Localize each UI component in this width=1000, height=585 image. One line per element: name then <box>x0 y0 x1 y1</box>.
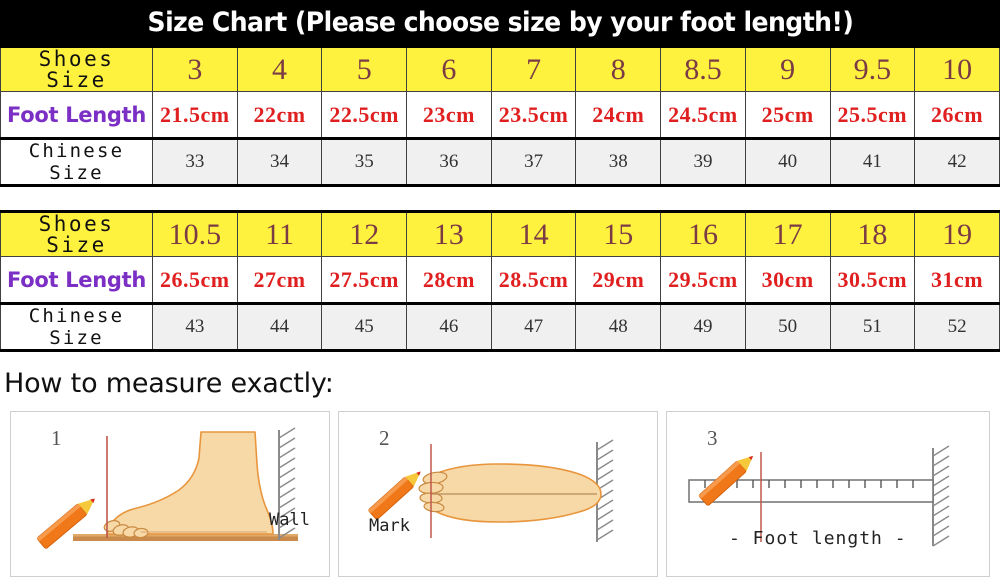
row-label-chinese-size: Chinese Size <box>0 137 153 187</box>
cell-shoes-size: 11 <box>236 210 323 257</box>
howto-panel-1: 1 <box>10 411 330 577</box>
size-table-1-wrap: Shoes Size 3 4 5 6 7 8 8.5 9 9.5 10 Foot… <box>0 45 1000 187</box>
cell-chinese-size: 38 <box>575 137 662 187</box>
cell-chinese-size: 43 <box>152 302 238 352</box>
cell-chinese-size: 39 <box>660 137 746 187</box>
row-label-chinese-size: Chinese Size <box>0 302 153 352</box>
cell-foot-length: 27.5cm <box>321 256 408 304</box>
cell-foot-length: 27cm <box>236 256 323 304</box>
table-row-shoes-size: Shoes Size 10.5 11 12 13 14 15 16 17 18 … <box>0 210 1000 257</box>
cell-chinese-size: 45 <box>321 302 408 352</box>
cell-chinese-size: 41 <box>829 137 916 187</box>
cell-shoes-size: 9.5 <box>829 45 916 92</box>
cell-chinese-size: 47 <box>490 302 577 352</box>
cell-chinese-size: 33 <box>152 137 238 187</box>
row-label-foot-length: Foot Length <box>0 91 153 139</box>
cell-chinese-size: 48 <box>575 302 662 352</box>
foot-side-view-icon <box>36 427 298 549</box>
cell-shoes-size: 12 <box>321 210 408 257</box>
cell-shoes-size: 3 <box>152 45 238 92</box>
cell-foot-length: 22.5cm <box>321 91 408 139</box>
cell-shoes-size: 10.5 <box>152 210 238 257</box>
cell-foot-length: 28cm <box>406 256 492 304</box>
cell-shoes-size: 14 <box>490 210 577 257</box>
cell-chinese-size: 51 <box>829 302 916 352</box>
howto-panel-3: 3 <box>666 411 990 577</box>
panel-number: 1 <box>51 426 62 450</box>
cell-foot-length: 30cm <box>744 256 831 304</box>
cell-foot-length: 26cm <box>914 91 1000 139</box>
howto-heading: How to measure exactly: <box>4 368 334 399</box>
title-bar: Size Chart (Please choose size by your f… <box>0 0 1000 45</box>
howto-panel-2: 2 <box>338 411 658 577</box>
page-title: Size Chart (Please choose size by your f… <box>147 7 853 38</box>
howto-panels: 1 <box>10 411 990 577</box>
ruler-icon <box>688 445 950 547</box>
cell-shoes-size: 10 <box>914 45 1000 92</box>
cell-foot-length: 23.5cm <box>490 91 577 139</box>
panel-caption-foot-length: - Foot length - <box>729 528 907 549</box>
panel-caption-wall: Wall <box>269 510 310 530</box>
cell-foot-length: 24cm <box>575 91 662 139</box>
cell-chinese-size: 44 <box>236 302 323 352</box>
row-label-foot-length: Foot Length <box>0 256 153 304</box>
cell-foot-length: 28.5cm <box>490 256 577 304</box>
cell-chinese-size: 50 <box>744 302 831 352</box>
cell-shoes-size: 16 <box>660 210 746 257</box>
cell-foot-length: 25.5cm <box>829 91 916 139</box>
cell-shoes-size: 19 <box>914 210 1000 257</box>
cell-shoes-size: 17 <box>744 210 831 257</box>
cell-foot-length: 22cm <box>236 91 323 139</box>
size-table-2: Shoes Size 10.5 11 12 13 14 15 16 17 18 … <box>0 210 1000 352</box>
cell-foot-length: 30.5cm <box>829 256 916 304</box>
foot-top-view-icon <box>368 439 614 542</box>
cell-foot-length: 25cm <box>744 91 831 139</box>
cell-shoes-size: 15 <box>575 210 662 257</box>
cell-shoes-size: 8.5 <box>660 45 746 92</box>
cell-foot-length: 29cm <box>575 256 662 304</box>
cell-foot-length: 31cm <box>914 256 1000 304</box>
size-table-1: Shoes Size 3 4 5 6 7 8 8.5 9 9.5 10 Foot… <box>0 45 1000 187</box>
table-row-foot-length: Foot Length 26.5cm 27cm 27.5cm 28cm 28.5… <box>0 256 1000 304</box>
table-row-foot-length: Foot Length 21.5cm 22cm 22.5cm 23cm 23.5… <box>0 91 1000 139</box>
cell-shoes-size: 8 <box>575 45 662 92</box>
cell-shoes-size: 7 <box>490 45 577 92</box>
panel-caption-mark: Mark <box>369 516 410 536</box>
cell-foot-length: 23cm <box>406 91 492 139</box>
table-row-chinese-size: Chinese Size 33 34 35 36 37 38 39 40 41 … <box>0 137 1000 187</box>
row-label-shoes-size: Shoes Size <box>0 210 153 257</box>
cell-shoes-size: 18 <box>829 210 916 257</box>
cell-shoes-size: 4 <box>236 45 323 92</box>
cell-foot-length: 29.5cm <box>660 256 746 304</box>
cell-foot-length: 24.5cm <box>660 91 746 139</box>
table-row-shoes-size: Shoes Size 3 4 5 6 7 8 8.5 9 9.5 10 <box>0 45 1000 92</box>
cell-foot-length: 21.5cm <box>152 91 238 139</box>
cell-shoes-size: 13 <box>406 210 492 257</box>
cell-shoes-size: 9 <box>744 45 831 92</box>
cell-chinese-size: 49 <box>660 302 746 352</box>
cell-chinese-size: 34 <box>236 137 323 187</box>
cell-shoes-size: 6 <box>406 45 492 92</box>
cell-chinese-size: 46 <box>406 302 492 352</box>
cell-chinese-size: 52 <box>914 302 1000 352</box>
cell-chinese-size: 37 <box>490 137 577 187</box>
panel-number: 2 <box>379 426 390 450</box>
size-table-2-wrap: Shoes Size 10.5 11 12 13 14 15 16 17 18 … <box>0 210 1000 352</box>
panel-number: 3 <box>707 426 718 450</box>
table-row-chinese-size: Chinese Size 43 44 45 46 47 48 49 50 51 … <box>0 302 1000 352</box>
cell-chinese-size: 40 <box>744 137 831 187</box>
cell-chinese-size: 42 <box>914 137 1000 187</box>
cell-foot-length: 26.5cm <box>152 256 238 304</box>
row-label-shoes-size: Shoes Size <box>0 45 153 92</box>
cell-chinese-size: 36 <box>406 137 492 187</box>
cell-shoes-size: 5 <box>321 45 408 92</box>
cell-chinese-size: 35 <box>321 137 408 187</box>
